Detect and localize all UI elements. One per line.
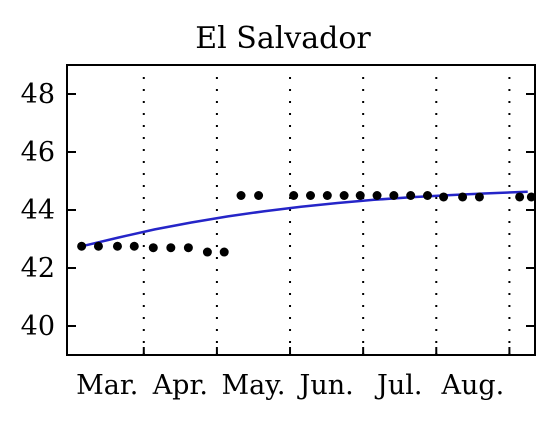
data-point xyxy=(389,191,399,200)
x-tick-label: Jul. xyxy=(374,370,422,401)
gridlines xyxy=(142,77,511,355)
data-point xyxy=(202,247,212,257)
y-tick-label: 48 xyxy=(21,79,55,110)
data-point xyxy=(254,191,264,200)
data-point xyxy=(129,241,139,251)
x-tick-label: Aug. xyxy=(440,370,504,401)
data-point xyxy=(93,241,103,251)
data-point xyxy=(112,241,122,251)
x-tick-label: Apr. xyxy=(152,370,208,401)
data-point xyxy=(166,243,176,253)
x-tick-label: Mar. xyxy=(76,370,138,401)
data-point xyxy=(355,191,365,200)
data-point xyxy=(339,191,349,200)
data-point xyxy=(219,247,229,257)
data-point xyxy=(148,243,158,253)
data-point xyxy=(306,191,316,200)
data-point xyxy=(439,192,449,202)
y-tick-label: 40 xyxy=(21,311,55,342)
data-point xyxy=(458,192,468,202)
data-points xyxy=(77,191,536,257)
data-point xyxy=(526,192,536,202)
chart-title: El Salvador xyxy=(195,21,371,56)
data-point xyxy=(322,191,332,200)
data-point xyxy=(515,192,525,202)
y-tick-label: 46 xyxy=(21,137,55,168)
data-point xyxy=(77,241,87,251)
y-tick-label: 44 xyxy=(21,195,55,226)
data-point xyxy=(423,191,433,200)
data-point xyxy=(406,191,416,200)
data-point xyxy=(289,191,299,200)
y-tick-label: 42 xyxy=(21,253,55,284)
data-point xyxy=(183,243,193,253)
x-tick-label: Jun. xyxy=(297,370,354,401)
data-point xyxy=(372,191,382,200)
plot-frame xyxy=(66,64,536,356)
data-point xyxy=(236,191,246,200)
data-point xyxy=(474,192,484,202)
axis-ticks: 40 42 44 46 48 Mar. Apr. May. Jun. Jul. Aug. xyxy=(21,79,535,401)
x-tick-label: May. xyxy=(221,370,285,401)
